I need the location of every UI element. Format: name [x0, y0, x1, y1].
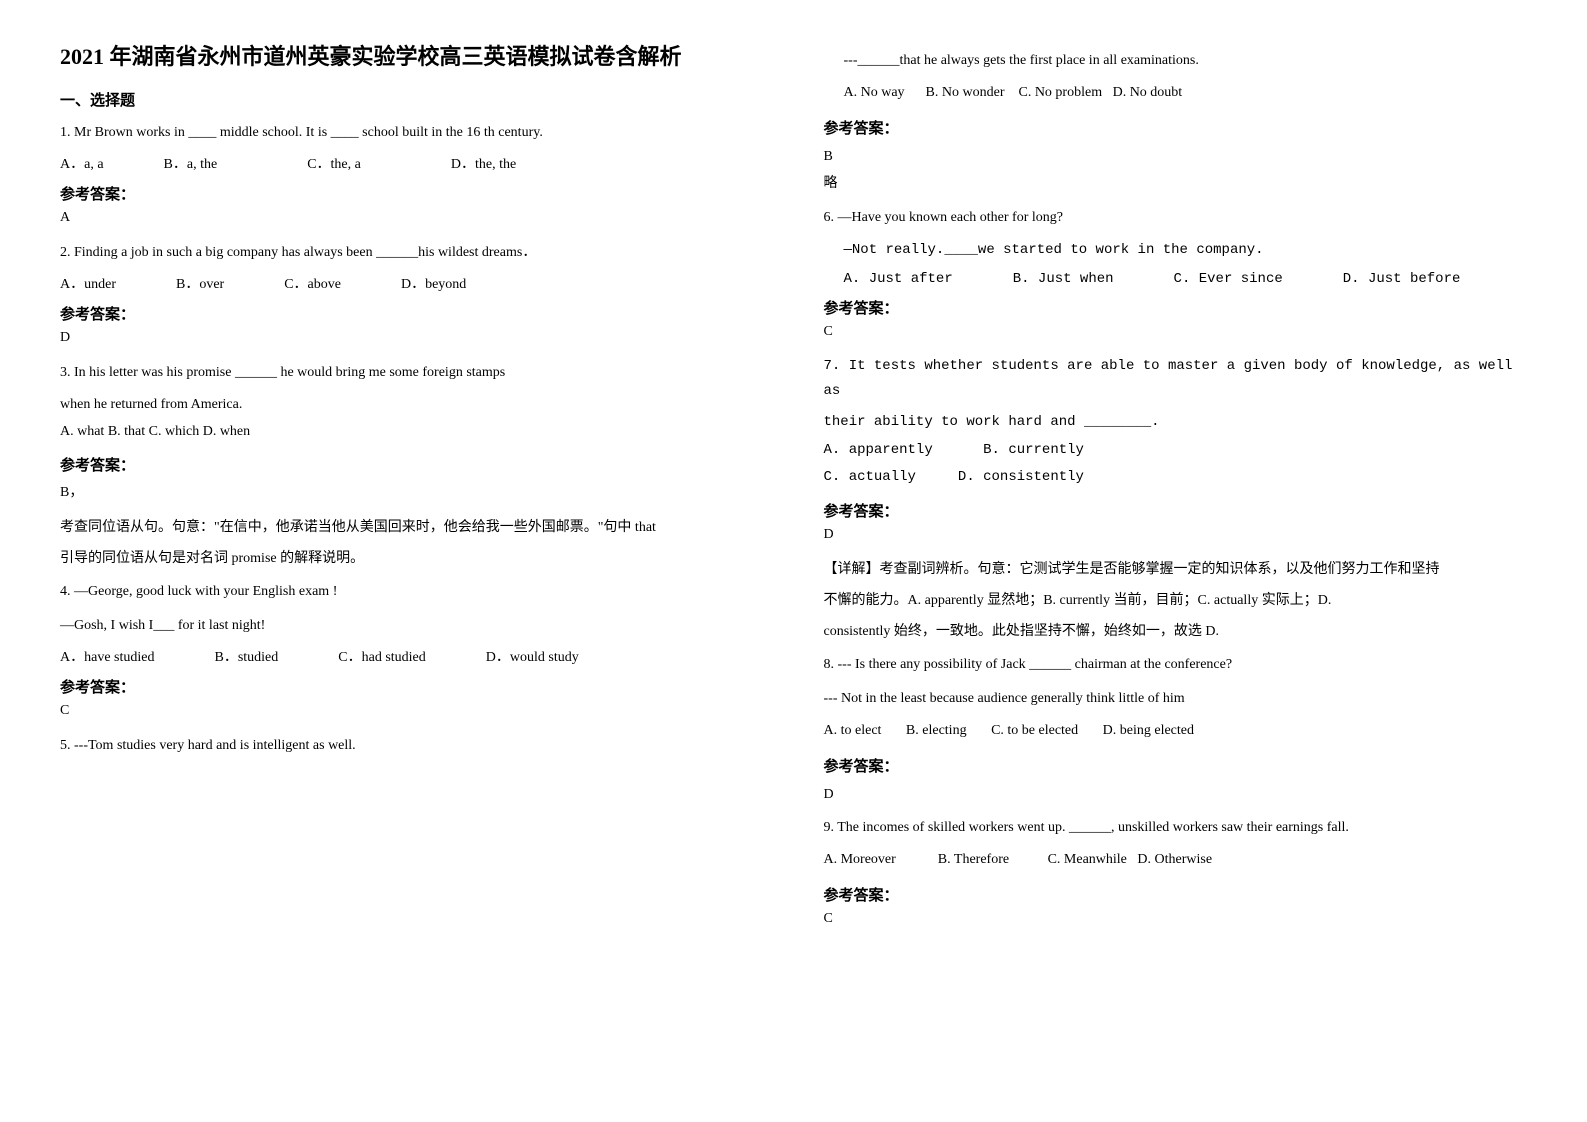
question-4-line2: —Gosh, I wish I___ for it last night!: [60, 613, 764, 638]
question-3-line2: when he returned from America.: [60, 392, 764, 417]
q6-option-b: B. Just when: [1013, 271, 1114, 287]
q8-answer-label: 参考答案：: [824, 755, 1528, 776]
q6-answer-label: 参考答案：: [824, 297, 1528, 318]
question-8-line2: --- Not in the least because audience ge…: [824, 686, 1528, 711]
question-5-options: A. No way B. No wonder C. No problem D. …: [824, 79, 1528, 107]
question-1-options: A．a, a B．a, the C．the, a D．the, the: [60, 153, 764, 173]
question-3-options: A. what B. that C. which D. when: [60, 419, 764, 444]
question-9-options: A. Moreover B. Therefore C. Meanwhile D.…: [824, 846, 1528, 874]
q3-answer: B，: [60, 481, 764, 501]
question-2: 2. Finding a job in such a big company h…: [60, 240, 764, 265]
q4-option-c: C．had studied: [338, 646, 426, 666]
q2-answer-label: 参考答案：: [60, 303, 764, 324]
q4-answer: C: [60, 703, 764, 719]
page-container: 2021 年湖南省永州市道州英豪实验学校高三英语模拟试卷含解析 一、选择题 1.…: [60, 40, 1527, 941]
question-7-line1: 7. It tests whether students are able to…: [824, 354, 1528, 404]
q3-answer-label: 参考答案：: [60, 454, 764, 475]
question-5-line2: ---______that he always gets the first p…: [824, 48, 1528, 73]
question-7-options-cd: C. actually D. consistently: [824, 465, 1528, 490]
question-9: 9. The incomes of skilled workers went u…: [824, 815, 1528, 840]
question-5-line1: 5. ---Tom studies very hard and is intel…: [60, 733, 764, 758]
q1-option-c: C．the, a: [307, 153, 361, 173]
question-8-line1: 8. --- Is there any possibility of Jack …: [824, 652, 1528, 677]
q6-answer: C: [824, 324, 1528, 340]
q9-answer-label: 参考答案：: [824, 884, 1528, 905]
question-6-line2: —Not really.____we started to work in th…: [824, 238, 1528, 263]
q3-explanation-1: 考查同位语从句。句意："在信中，他承诺当他从美国回来时，他会给我一些外国邮票。"…: [60, 515, 764, 540]
question-4-line1: 4. —George, good luck with your English …: [60, 579, 764, 604]
q5-note: 略: [824, 171, 1528, 196]
q2-option-c: C．above: [284, 273, 341, 293]
question-7-line2: their ability to work hard and ________.: [824, 410, 1528, 435]
q2-option-d: D．beyond: [401, 273, 466, 293]
q2-answer: D: [60, 330, 764, 346]
question-7-options-ab: A. apparently B. currently: [824, 438, 1528, 463]
document-title: 2021 年湖南省永州市道州英豪实验学校高三英语模拟试卷含解析: [60, 40, 764, 73]
q1-option-b: B．a, the: [164, 153, 218, 173]
q8-answer: D: [824, 782, 1528, 807]
q7-answer-label: 参考答案：: [824, 500, 1528, 521]
q6-option-d: D. Just before: [1343, 271, 1461, 287]
q7-answer: D: [824, 527, 1528, 543]
q3-explanation-2: 引导的同位语从句是对名词 promise 的解释说明。: [60, 546, 764, 571]
right-column: ---______that he always gets the first p…: [824, 40, 1528, 941]
q9-answer: C: [824, 911, 1528, 927]
q7-explanation-2: 不懈的能力。A. apparently 显然地；B. currently 当前，…: [824, 588, 1528, 613]
q4-option-d: D．would study: [486, 646, 579, 666]
question-4-options: A．have studied B．studied C．had studied D…: [60, 646, 764, 666]
q4-option-a: A．have studied: [60, 646, 154, 666]
q1-option-a: A．a, a: [60, 153, 104, 173]
q2-option-a: A．under: [60, 273, 116, 293]
question-1: 1. Mr Brown works in ____ middle school.…: [60, 120, 764, 145]
q7-explanation-3: consistently 始终，一致地。此处指坚持不懈，始终如一，故选 D.: [824, 619, 1528, 644]
question-3-line1: 3. In his letter was his promise ______ …: [60, 360, 764, 385]
question-6-line1: 6. —Have you known each other for long?: [824, 205, 1528, 230]
q4-option-b: B．studied: [214, 646, 278, 666]
question-6-options: A. Just after B. Just when C. Ever since…: [824, 271, 1528, 287]
q1-answer: A: [60, 210, 764, 226]
q7-explanation-1: 【详解】考查副词辨析。句意：它测试学生是否能够掌握一定的知识体系，以及他们努力工…: [824, 557, 1528, 582]
section-heading-1: 一、选择题: [60, 89, 764, 110]
question-2-options: A．under B．over C．above D．beyond: [60, 273, 764, 293]
q5-answer-label: 参考答案：: [824, 117, 1528, 138]
left-column: 2021 年湖南省永州市道州英豪实验学校高三英语模拟试卷含解析 一、选择题 1.…: [60, 40, 764, 941]
q5-answer: B: [824, 144, 1528, 169]
q4-answer-label: 参考答案：: [60, 676, 764, 697]
q1-answer-label: 参考答案：: [60, 183, 764, 204]
q1-option-d: D．the, the: [451, 153, 516, 173]
q6-option-c: C. Ever since: [1174, 271, 1283, 287]
question-8-options: A. to elect B. electing C. to be elected…: [824, 717, 1528, 745]
q6-option-a: A. Just after: [844, 271, 953, 287]
q2-option-b: B．over: [176, 273, 224, 293]
